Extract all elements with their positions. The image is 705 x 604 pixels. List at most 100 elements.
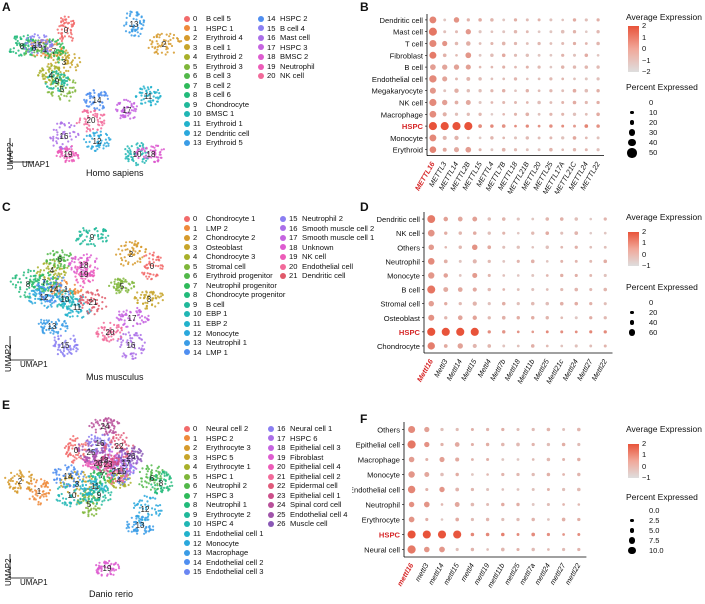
legend-swatch (280, 215, 286, 222)
dot (589, 288, 593, 292)
legend-item: 21 Dendritic cell (280, 271, 374, 281)
legend-label: Neutrophil (280, 61, 315, 71)
legend-item: 15 Neutrophil 2 (280, 214, 374, 224)
legend-item: 1 HSPC 2 (184, 434, 263, 444)
pct-key: 30 (626, 128, 657, 137)
dot (545, 217, 550, 221)
dot (430, 64, 436, 70)
legend-item: 14 LMP 1 (184, 348, 285, 358)
cluster-label-10: 10 (133, 150, 142, 159)
pct-key: 2.5 (626, 516, 659, 525)
dot (572, 100, 577, 105)
dot (572, 41, 577, 46)
dot (443, 287, 449, 293)
dot (455, 547, 459, 552)
dot (596, 100, 600, 105)
gene-label: mettl16 (395, 561, 416, 588)
dot (486, 487, 490, 492)
cluster-label-3: 3 (62, 58, 67, 67)
legend-item: 9 Erythrocyte 2 (184, 510, 263, 520)
scale-legend-d: Average Expression 2 1 0 −1 Percent Express… (626, 212, 704, 362)
dot (443, 216, 449, 222)
pct-key-dot (629, 528, 635, 533)
dot (596, 30, 600, 34)
dot (501, 315, 506, 320)
legend-swatch (184, 111, 190, 118)
dot (472, 231, 477, 235)
legend-item: 16 Neural cell 1 (268, 424, 347, 434)
legend-label: Unknown (302, 242, 334, 252)
dot (537, 112, 541, 116)
dot (472, 287, 477, 292)
dot (572, 112, 577, 116)
dot (453, 64, 460, 70)
dot (589, 344, 593, 348)
cluster-label-1: 1 (37, 487, 42, 496)
dot (439, 456, 445, 463)
legend-swatch (184, 34, 190, 41)
dot (584, 136, 588, 140)
dot (486, 502, 490, 507)
dot (455, 472, 459, 477)
dot (562, 473, 565, 476)
legend-label: Chondrocyte 3 (206, 252, 256, 262)
dot (584, 18, 588, 22)
dot (531, 517, 535, 522)
dot (501, 488, 505, 491)
legend-item: 11 Erythroid 1 (184, 119, 249, 129)
dot (546, 427, 551, 432)
dot (574, 245, 578, 249)
cluster-label-16: 16 (60, 132, 69, 141)
dot (525, 112, 530, 117)
cluster-label-14: 14 (64, 472, 73, 481)
dot (457, 343, 463, 349)
dot (572, 148, 577, 152)
cluster-label-26: 26 (127, 452, 136, 461)
row-label: Mast cell (393, 28, 423, 37)
legend-number: 10 (193, 519, 202, 529)
dot (454, 88, 459, 93)
pct-key-label: 0 (649, 98, 654, 107)
dot (561, 148, 565, 152)
dot (537, 65, 541, 69)
dot (549, 112, 553, 116)
legend-label: Smooth muscle cell 1 (302, 233, 375, 243)
dot (429, 16, 437, 24)
dot (574, 330, 578, 334)
row-label: Erythrocyte (362, 516, 400, 525)
dot (428, 244, 435, 251)
cluster-label-1: 1 (43, 45, 48, 54)
cluster-label-7: 7 (52, 47, 57, 56)
dot (531, 503, 535, 506)
cluster-label-18: 18 (80, 261, 89, 270)
dot (589, 259, 593, 263)
legend-item: 9 B cell (184, 300, 285, 310)
dot (501, 442, 505, 447)
dot (596, 148, 600, 152)
dot (574, 217, 579, 221)
dot (514, 89, 517, 93)
dot (466, 112, 470, 116)
panel-letter-c: C (2, 200, 11, 214)
legend-number: 9 (193, 509, 198, 519)
legend-swatch (184, 263, 190, 270)
panel-letter-b: B (360, 0, 369, 14)
legend-label: NK cell (302, 252, 327, 262)
dot (531, 288, 535, 292)
dot (530, 344, 535, 348)
legend-item: 4 Erythroid 2 (184, 52, 249, 62)
legend-swatch (258, 44, 264, 51)
legend-item: 3 B cell 1 (184, 43, 249, 53)
expr-gradient-b (628, 26, 639, 72)
legend-swatch (184, 15, 190, 22)
dot (531, 330, 535, 334)
legend-label: Epithelial cell 2 (290, 471, 341, 481)
dot (454, 442, 460, 447)
cluster-label-17: 17 (122, 459, 131, 468)
legend-number: 8 (193, 290, 198, 300)
dot (549, 124, 553, 128)
dot (427, 327, 436, 336)
row-label: NK cell (396, 229, 420, 238)
pct-key: 5.0 (626, 526, 659, 535)
dot (425, 457, 429, 462)
